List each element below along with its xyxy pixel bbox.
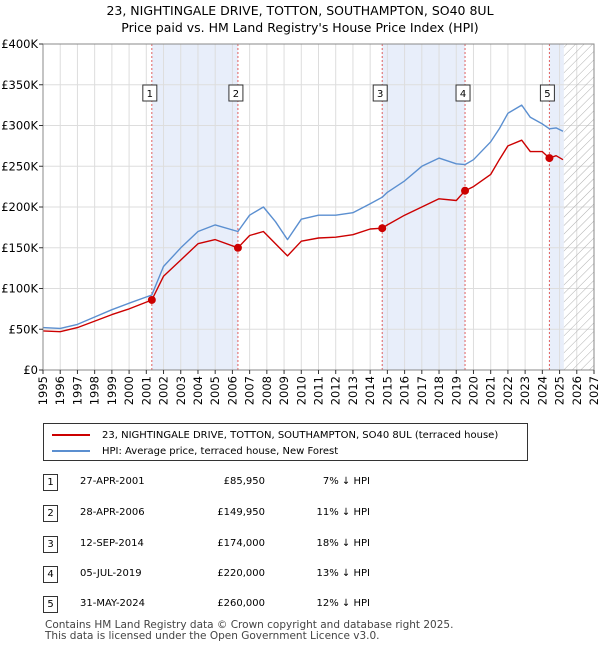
sale-label: 5 <box>544 89 550 100</box>
x-tick-label: 2002 <box>157 376 171 405</box>
table-row: 5 31-MAY-2024 £260,000 12% ↓ HPI <box>0 596 600 616</box>
x-tick-label: 1997 <box>70 376 84 405</box>
table-row: 4 05-JUL-2019 £220,000 13% ↓ HPI <box>0 566 600 586</box>
sale-hpi-diff: 13% ↓ HPI <box>316 568 370 579</box>
table-row: 2 28-APR-2006 £149,950 11% ↓ HPI <box>0 505 600 525</box>
footer-copyright: Contains HM Land Registry data © Crown c… <box>45 619 454 631</box>
x-tick-label: 2006 <box>225 376 239 405</box>
y-tick-label: £300K <box>1 119 38 133</box>
sale-number: 4 <box>43 566 58 583</box>
sale-label: 2 <box>233 89 239 100</box>
sale-label-box <box>372 84 388 102</box>
sale-date: 27-APR-2001 <box>80 476 145 487</box>
legend: 23, NIGHTINGALE DRIVE, TOTTON, SOUTHAMPT… <box>43 423 528 461</box>
sale-label-box <box>539 84 555 102</box>
x-tick-label: 2026 <box>570 376 584 405</box>
x-tick-label: 2018 <box>432 376 446 405</box>
x-tick-label: 2012 <box>329 376 343 405</box>
x-tick-label: 2001 <box>139 376 153 405</box>
x-tick-label: 2017 <box>415 376 429 405</box>
legend-label-property: 23, NIGHTINGALE DRIVE, TOTTON, SOUTHAMPT… <box>102 429 499 441</box>
y-tick-label: £0 <box>23 363 38 377</box>
sale-number: 1 <box>43 474 58 491</box>
y-tick-label: £150K <box>1 241 38 255</box>
legend-item-property: 23, NIGHTINGALE DRIVE, TOTTON, SOUTHAMPT… <box>52 428 498 442</box>
sale-hpi-diff: 18% ↓ HPI <box>316 538 370 549</box>
x-tick-label: 2009 <box>277 376 291 405</box>
footer: Contains HM Land Registry data © Crown c… <box>45 620 453 642</box>
hpi-series-line <box>42 104 564 330</box>
x-tick-label: 2016 <box>398 376 412 405</box>
sale-date: 12-SEP-2014 <box>80 538 144 549</box>
forecast-hatch <box>563 44 594 370</box>
sale-number: 2 <box>43 505 58 522</box>
x-tick-label: 2022 <box>501 376 515 405</box>
x-tick-label: 2013 <box>346 376 360 405</box>
x-tick-label: 2024 <box>535 376 549 405</box>
x-tick-label: 1998 <box>88 376 102 405</box>
sale-number: 3 <box>43 536 58 553</box>
sale-point <box>378 224 387 233</box>
price-chart: 1 2 3 4 5 £0 £50K £100K £150K £200K £250K £300K £35… <box>1 37 600 405</box>
table-row: 1 27-APR-2001 £85,950 7% ↓ HPI <box>0 474 600 494</box>
x-tick-label: 2007 <box>243 376 257 405</box>
table-row: 3 12-SEP-2014 £174,000 18% ↓ HPI <box>0 536 600 556</box>
sale-price: £149,950 <box>217 507 265 518</box>
sale-price: £174,000 <box>217 538 265 549</box>
y-tick-label: £400K <box>1 37 38 51</box>
sale-point <box>545 154 554 163</box>
sale-price: £260,000 <box>217 598 265 609</box>
x-tick-label: 2015 <box>380 376 394 405</box>
sale-label-box <box>228 84 244 102</box>
sale-label: 3 <box>377 89 383 100</box>
x-tick-label: 2020 <box>466 376 480 405</box>
sale-label-box <box>142 84 158 102</box>
x-tick-label: 2008 <box>260 376 274 405</box>
y-tick-label: £250K <box>1 159 38 173</box>
x-tick-label: 2000 <box>122 376 136 405</box>
x-tick-label: 1999 <box>105 376 119 405</box>
legend-swatch-property <box>52 434 90 436</box>
sale-hpi-diff: 11% ↓ HPI <box>316 507 370 518</box>
sale-point <box>461 186 470 195</box>
sale-label: 1 <box>147 89 153 100</box>
sale-date: 31-MAY-2024 <box>80 598 146 609</box>
sale-hpi-diff: 7% ↓ HPI <box>322 476 370 487</box>
legend-swatch-hpi <box>52 450 90 452</box>
sale-hpi-diff: 12% ↓ HPI <box>316 598 370 609</box>
legend-item-hpi: HPI: Average price, terraced house, New … <box>52 444 338 458</box>
x-tick-label: 2003 <box>174 376 188 405</box>
sale-price: £220,000 <box>217 568 265 579</box>
chart-title: 23, NIGHTINGALE DRIVE, TOTTON, SOUTHAMPT… <box>106 3 494 18</box>
chart-subtitle: Price paid vs. HM Land Registry's House … <box>121 20 479 35</box>
x-tick-label: 2010 <box>294 376 308 405</box>
x-tick-label: 2025 <box>553 376 567 405</box>
x-tick-label: 2005 <box>208 376 222 405</box>
sale-date: 28-APR-2006 <box>80 507 145 518</box>
x-tick-label: 1995 <box>36 376 50 405</box>
sale-date: 05-JUL-2019 <box>80 568 142 579</box>
x-tick-label: 2014 <box>363 376 377 405</box>
x-tick-label: 2023 <box>518 376 532 405</box>
legend-label-hpi: HPI: Average price, terraced house, New … <box>102 445 339 457</box>
x-tick-label: 1996 <box>53 376 67 405</box>
y-tick-label: £350K <box>1 78 38 92</box>
x-tick-label: 2021 <box>484 376 498 405</box>
sale-label: 4 <box>460 89 466 100</box>
y-tick-label: £200K <box>1 200 38 214</box>
sale-point <box>147 295 156 304</box>
sale-price: £85,950 <box>223 476 265 487</box>
sale-label-box <box>455 84 471 102</box>
footer-licence: This data is licensed under the Open Gov… <box>45 630 380 642</box>
x-tick-label: 2027 <box>587 376 600 405</box>
x-tick-label: 2011 <box>312 376 326 405</box>
property-series-line <box>42 139 564 333</box>
y-tick-label: £50K <box>9 322 39 336</box>
y-tick-label: £100K <box>1 282 38 296</box>
sale-number: 5 <box>43 596 58 613</box>
sale-point <box>233 243 242 252</box>
x-tick-label: 2019 <box>449 376 463 405</box>
x-tick-label: 2004 <box>191 376 205 405</box>
